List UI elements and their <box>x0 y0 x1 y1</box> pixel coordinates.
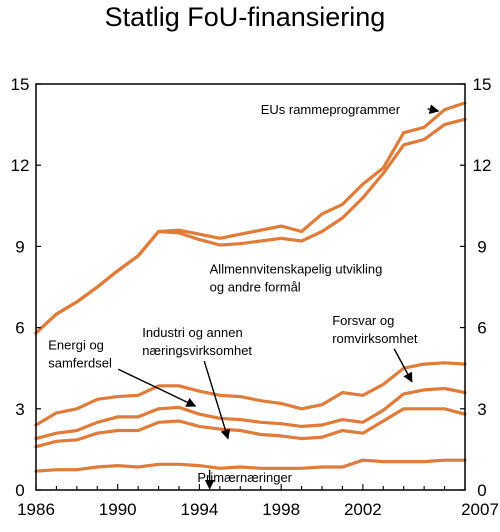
axis-ticks: 0 0 3 3 6 6 9 9 12 12 15 15 1986 1990 1994 1998 2002 2007 <box>11 75 499 519</box>
y-tick-label-left: 6 <box>15 319 24 338</box>
y-tick-label-right: 6 <box>477 319 486 338</box>
y-tick-label-left: 0 <box>15 481 24 500</box>
series-boundary-line-2 <box>34 407 467 449</box>
x-tick-label: 2007 <box>461 500 499 519</box>
annotation-text: Allmennvitenskapelig utvikling og andre f… <box>210 261 383 294</box>
series-boundary-line-1 <box>34 458 467 473</box>
series-boundary-line-4 <box>34 361 467 427</box>
annotation-5: Energi og samferdsel <box>48 337 197 407</box>
x-tick-label: 1986 <box>17 500 55 519</box>
x-tick-label: 2002 <box>344 500 382 519</box>
annotation-text: Forsvar og romvirksomhet <box>332 313 418 346</box>
annotation-text: Primærnæringer <box>197 470 292 485</box>
y-tick-label-right: 3 <box>477 400 486 419</box>
x-tick-label: 1990 <box>99 500 137 519</box>
y-tick-label-right: 12 <box>473 156 492 175</box>
annotation-line: Forsvar og <box>332 313 394 328</box>
annotation-6: Primærnæringer <box>197 469 293 490</box>
annotation-text: Energi og samferdsel <box>48 337 112 370</box>
annotation-4: Industri og annen næringsvirksomhet <box>142 325 252 440</box>
annotation-line: romvirksomhet <box>332 331 418 346</box>
annotation-arrow <box>203 360 231 440</box>
chart-title: Statlig FoU-finansiering <box>105 2 386 32</box>
y-tick-label-right: 0 <box>477 481 486 500</box>
y-tick-label-right: 15 <box>473 75 492 94</box>
annotation-line: Industri og annen <box>142 325 242 340</box>
annotation-line: og andre formål <box>210 279 301 294</box>
annotation-3: Forsvar og romvirksomhet <box>332 313 418 383</box>
series-lines <box>34 101 467 473</box>
series-boundary-line-6 <box>34 101 467 335</box>
annotations: EUs rammeprogrammer Allmennvitenskapelig … <box>48 102 440 490</box>
x-tick-label: 1994 <box>181 500 219 519</box>
annotation-text: Industri og annen næringsvirksomhet <box>142 325 252 358</box>
y-tick-label-left: 9 <box>15 237 24 256</box>
annotation-line: Primærnæringer <box>197 470 292 485</box>
annotation-1: EUs rammeprogrammer <box>261 102 440 117</box>
x-tick-label: 1998 <box>262 500 300 519</box>
plot-frame <box>35 83 466 491</box>
y-tick-label-left: 3 <box>15 400 24 419</box>
annotation-line: næringsvirksomhet <box>142 343 252 358</box>
annotation-text: EUs rammeprogrammer <box>261 102 401 117</box>
annotation-line: Allmennvitenskapelig utvikling <box>210 261 383 276</box>
series-boundary-line-5 <box>34 117 467 335</box>
annotation-line: EUs rammeprogrammer <box>261 102 401 117</box>
annotation-line: samferdsel <box>48 355 112 370</box>
y-tick-label-right: 9 <box>477 237 486 256</box>
y-tick-label-left: 15 <box>11 75 30 94</box>
annotation-arrow <box>117 368 197 407</box>
annotation-line: Energi og <box>48 337 104 352</box>
annotation-2: Allmennvitenskapelig utvikling og andre f… <box>210 261 383 294</box>
series-boundary-line-3 <box>34 386 467 441</box>
annotation-arrow <box>427 104 440 115</box>
y-tick-label-left: 12 <box>11 156 30 175</box>
annotation-arrow <box>393 348 413 383</box>
